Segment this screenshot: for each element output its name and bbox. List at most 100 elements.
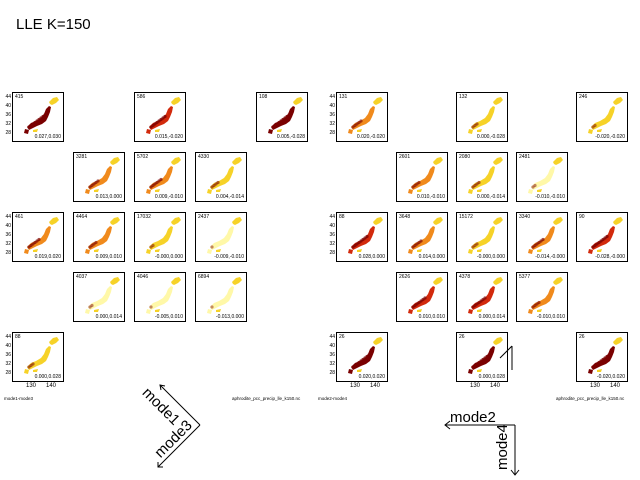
- japan-region-mark: [88, 286, 112, 310]
- japan-region-mark: [493, 277, 503, 285]
- japan-region-mark: [210, 286, 234, 310]
- japan-region-mark: [216, 249, 221, 252]
- map-panel: 17032 -0.000,0.000: [134, 212, 186, 262]
- footer-footer_right: aphrodite_pcc_precip_lle_k150.nc: [232, 396, 301, 401]
- japan-region-mark: [531, 166, 555, 190]
- japan-map: [528, 157, 563, 194]
- panel-value: 0.004,-0.014: [215, 194, 244, 200]
- japan-region-mark: [417, 189, 422, 192]
- heat-point: [359, 119, 363, 123]
- map-panel: 90 -0.028,-0.000: [576, 212, 628, 262]
- japan-map: [85, 217, 120, 254]
- japan-region-mark: [232, 277, 242, 285]
- panel-id: 4378: [459, 274, 471, 280]
- panel-value: 0.010,-0.010: [416, 194, 445, 200]
- japan-region-mark: [207, 249, 212, 254]
- y-tick-label: 36: [5, 232, 11, 238]
- panel-id: 6894: [198, 274, 210, 280]
- japan-region-mark: [357, 369, 362, 372]
- y-tick-label: 40: [5, 223, 11, 229]
- y-tick-label: 40: [329, 103, 335, 109]
- y-tick-label: 32: [329, 361, 335, 367]
- map-panel: 88 0.000,0.028: [12, 332, 64, 382]
- arrow-mode1-head: [159, 384, 166, 391]
- japan-map: [468, 337, 503, 374]
- y-tick-label: 28: [5, 250, 11, 256]
- japan-region-mark: [553, 217, 563, 225]
- heat-point: [159, 177, 163, 182]
- panel-value: -0.000,0.000: [476, 254, 505, 260]
- panel-value: -0.010,-0.010: [535, 194, 565, 200]
- japan-region-mark: [537, 189, 542, 192]
- japan-region-mark: [207, 309, 212, 314]
- map-panel: 2080 0.000,-0.014: [456, 152, 508, 202]
- japan-region-mark: [348, 249, 353, 254]
- arrow-mode3-head: [157, 462, 163, 468]
- y-tick-label: 28: [329, 250, 335, 256]
- heat-point: [31, 362, 35, 366]
- heat-point: [487, 353, 491, 357]
- japan-map: [85, 157, 120, 194]
- footer-footer_left: mode1-mode3: [4, 396, 34, 401]
- panel-id: 132: [459, 94, 468, 100]
- x-tick-label: 140: [490, 383, 501, 389]
- arrow-mode1-line: [159, 384, 201, 426]
- heat-point: [94, 240, 98, 245]
- japan-region-mark: [149, 286, 173, 310]
- japan-region-mark: [373, 97, 383, 105]
- panel-value: 0.000,0.014: [478, 314, 505, 320]
- y-tick-label: 44: [5, 94, 11, 100]
- heat-point: [423, 296, 427, 300]
- heat-point: [210, 245, 214, 249]
- map-panel: 88 0.028,0.000: [336, 212, 388, 262]
- panel-value: 0.019,0.020: [34, 254, 61, 260]
- japan-region-mark: [171, 277, 181, 285]
- map-panel: 246 -0.020,-0.020: [576, 92, 628, 142]
- map-panel: 3648 0.014,0.000: [396, 212, 448, 262]
- japan-map: [408, 157, 443, 194]
- heat-point: [475, 122, 479, 126]
- page-title: LLE K=150: [16, 16, 91, 33]
- japan-map: [468, 157, 503, 194]
- y-tick-label: 32: [5, 361, 11, 367]
- japan-region-mark: [232, 217, 242, 225]
- japan-region-mark: [537, 309, 542, 312]
- japan-region-mark: [85, 249, 90, 254]
- panel-id: 5702: [137, 154, 149, 160]
- panel-value: 0.000,0.014: [95, 314, 122, 320]
- map-panel: 461 0.019,0.020: [12, 212, 64, 262]
- japan-region-mark: [232, 157, 242, 165]
- japan-region-mark: [417, 309, 422, 312]
- japan-region-mark: [146, 129, 151, 134]
- panel-id: 3648: [399, 214, 411, 220]
- heat-point: [475, 242, 479, 246]
- map-panel: 131 0.020,-0.020: [336, 92, 388, 142]
- y-tick-label: 44: [329, 334, 335, 340]
- panel-value: -0.000,0.000: [154, 254, 183, 260]
- japan-map: [408, 277, 443, 314]
- japan-map: [408, 217, 443, 254]
- japan-region-mark: [373, 217, 383, 225]
- japan-region-mark: [468, 189, 473, 194]
- japan-region-mark: [146, 249, 151, 254]
- map-panel: 5377 -0.010,0.010: [516, 272, 568, 322]
- axis-label-mode4: mode4: [494, 424, 511, 470]
- heat-point: [210, 305, 214, 309]
- japan-map: [528, 277, 563, 314]
- japan-map: [24, 97, 59, 134]
- panel-id: 90: [579, 214, 585, 220]
- japan-region-mark: [146, 189, 151, 194]
- japan-region-mark: [94, 249, 99, 252]
- japan-region-mark: [207, 189, 212, 194]
- panel-id: 2080: [459, 154, 471, 160]
- panel-id: 2626: [399, 274, 411, 280]
- panel-value: 0.009,-0.010: [154, 194, 183, 200]
- panel-id: 2437: [198, 214, 210, 220]
- japan-region-mark: [528, 249, 533, 254]
- japan-region-mark: [477, 189, 482, 192]
- panel-value: -0.028,-0.000: [595, 254, 625, 260]
- japan-region-mark: [597, 369, 602, 372]
- y-tick-label: 28: [5, 130, 11, 136]
- heat-point: [605, 234, 609, 239]
- japan-region-mark: [348, 129, 353, 134]
